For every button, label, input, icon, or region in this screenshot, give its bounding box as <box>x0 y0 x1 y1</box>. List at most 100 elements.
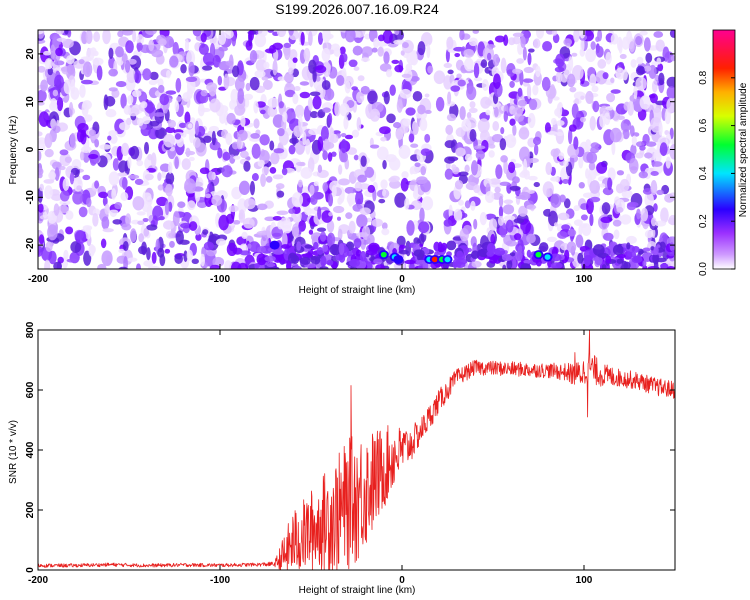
heatmap-cell <box>666 76 675 88</box>
heatmap-cell <box>486 52 492 61</box>
heatmap-cell <box>174 156 179 170</box>
heatmap-cell <box>602 72 609 80</box>
heatmap-cell <box>597 59 607 69</box>
heatmap-cell <box>463 224 472 235</box>
heatmap-cell <box>526 249 532 258</box>
heatmap-cell <box>572 64 584 81</box>
heatmap-cell <box>234 77 245 92</box>
heatmap-cell <box>371 47 378 53</box>
heatmap-cell <box>512 36 521 45</box>
heatmap-cell <box>505 240 518 247</box>
heatmap-cell <box>464 164 470 173</box>
heatmap-cell <box>336 216 341 221</box>
heatmap-cell <box>247 243 252 249</box>
heatmap-cell <box>544 122 551 134</box>
heatmap-cell <box>527 112 536 129</box>
heatmap-cell <box>233 155 241 160</box>
heatmap-cell <box>351 129 360 138</box>
heatmap-cell <box>328 211 333 217</box>
heatmap-cell <box>594 256 603 266</box>
heatmap-cell <box>244 97 250 108</box>
heatmap-cell <box>238 209 246 223</box>
heatmap-cell <box>65 226 74 235</box>
heatmap-cell <box>96 65 103 81</box>
heatmap-cell <box>415 259 427 265</box>
heatmap-cell <box>367 184 376 193</box>
heatmap-cell <box>477 118 490 134</box>
heatmap-cell <box>365 249 378 256</box>
heatmap-cell <box>194 120 200 136</box>
heatmap-cell <box>343 115 349 130</box>
heatmap-cell <box>236 136 242 150</box>
heatmap-cell <box>92 57 104 66</box>
heatmap-cell <box>518 127 530 140</box>
heatmap-cell <box>550 193 562 208</box>
heatmap-cell <box>380 136 387 142</box>
heatmap-cell <box>272 215 282 221</box>
heatmap-cell <box>523 66 534 74</box>
heatmap-cell <box>104 203 110 215</box>
heatmap-cell <box>394 30 400 36</box>
heatmap-cell <box>317 136 324 152</box>
heatmap-cell <box>98 191 109 199</box>
heatmap-cell <box>523 158 528 175</box>
heatmap-cell <box>299 91 311 99</box>
heatmap-cell <box>248 30 255 41</box>
heatmap-cell <box>527 52 532 66</box>
heatmap-cell <box>159 254 166 267</box>
heatmap-cell <box>553 222 559 227</box>
heatmap-cell <box>203 135 212 144</box>
heatmap-hotspot-core <box>444 256 451 263</box>
heatmap-cell <box>146 224 158 231</box>
heatmap-cell <box>494 186 501 194</box>
heatmap-cell <box>528 98 538 111</box>
heatmap-cell <box>542 41 553 52</box>
heatmap-cell <box>470 200 476 211</box>
heatmap-cell <box>360 85 370 95</box>
heatmap-cell <box>359 250 367 262</box>
heatmap-cell <box>479 129 491 143</box>
heatmap-cell <box>654 220 667 227</box>
heatmap-cell <box>272 174 284 180</box>
heatmap-cell <box>579 116 586 123</box>
heatmap-cell <box>599 183 606 188</box>
heatmap-cell <box>559 194 566 203</box>
heatmap-cell <box>578 181 585 189</box>
heatmap-cell <box>207 130 214 137</box>
heatmap-cell <box>605 255 612 264</box>
heatmap-cell <box>391 59 400 64</box>
spectrogram-y-label: Frequency (Hz) <box>8 116 19 185</box>
heatmap-cell <box>354 181 363 192</box>
heatmap-cell <box>626 235 637 244</box>
heatmap-cell <box>633 85 638 100</box>
heatmap-cell <box>360 57 370 62</box>
heatmap-cell <box>44 259 51 269</box>
heatmap-cell <box>585 48 597 63</box>
heatmap-hotspot-core <box>380 251 387 258</box>
heatmap-cell <box>356 91 365 104</box>
heatmap-cell <box>265 176 273 183</box>
heatmap-cell <box>479 211 487 226</box>
heatmap-cell <box>445 161 451 170</box>
heatmap-cell <box>56 96 64 112</box>
heatmap-cell <box>629 125 635 137</box>
heatmap-cell <box>488 150 495 158</box>
heatmap-cell <box>86 197 92 208</box>
heatmap-cell <box>127 94 134 105</box>
heatmap-cell <box>151 49 164 58</box>
heatmap-cell <box>592 244 605 256</box>
heatmap-cell <box>70 79 76 94</box>
heatmap-cell <box>383 51 390 65</box>
heatmap-cell <box>271 226 284 240</box>
heatmap-cell <box>506 259 513 269</box>
heatmap-cell <box>312 95 322 110</box>
heatmap-cell <box>142 68 152 81</box>
heatmap-cell <box>330 134 339 144</box>
heatmap-cell <box>174 100 180 113</box>
spectrogram-x-tick-label: 0 <box>399 274 405 285</box>
heatmap-cell <box>249 180 256 196</box>
heatmap-cell <box>368 245 375 252</box>
heatmap-cell <box>174 253 183 264</box>
heatmap-cell <box>636 208 641 220</box>
heatmap-cell <box>284 89 296 98</box>
